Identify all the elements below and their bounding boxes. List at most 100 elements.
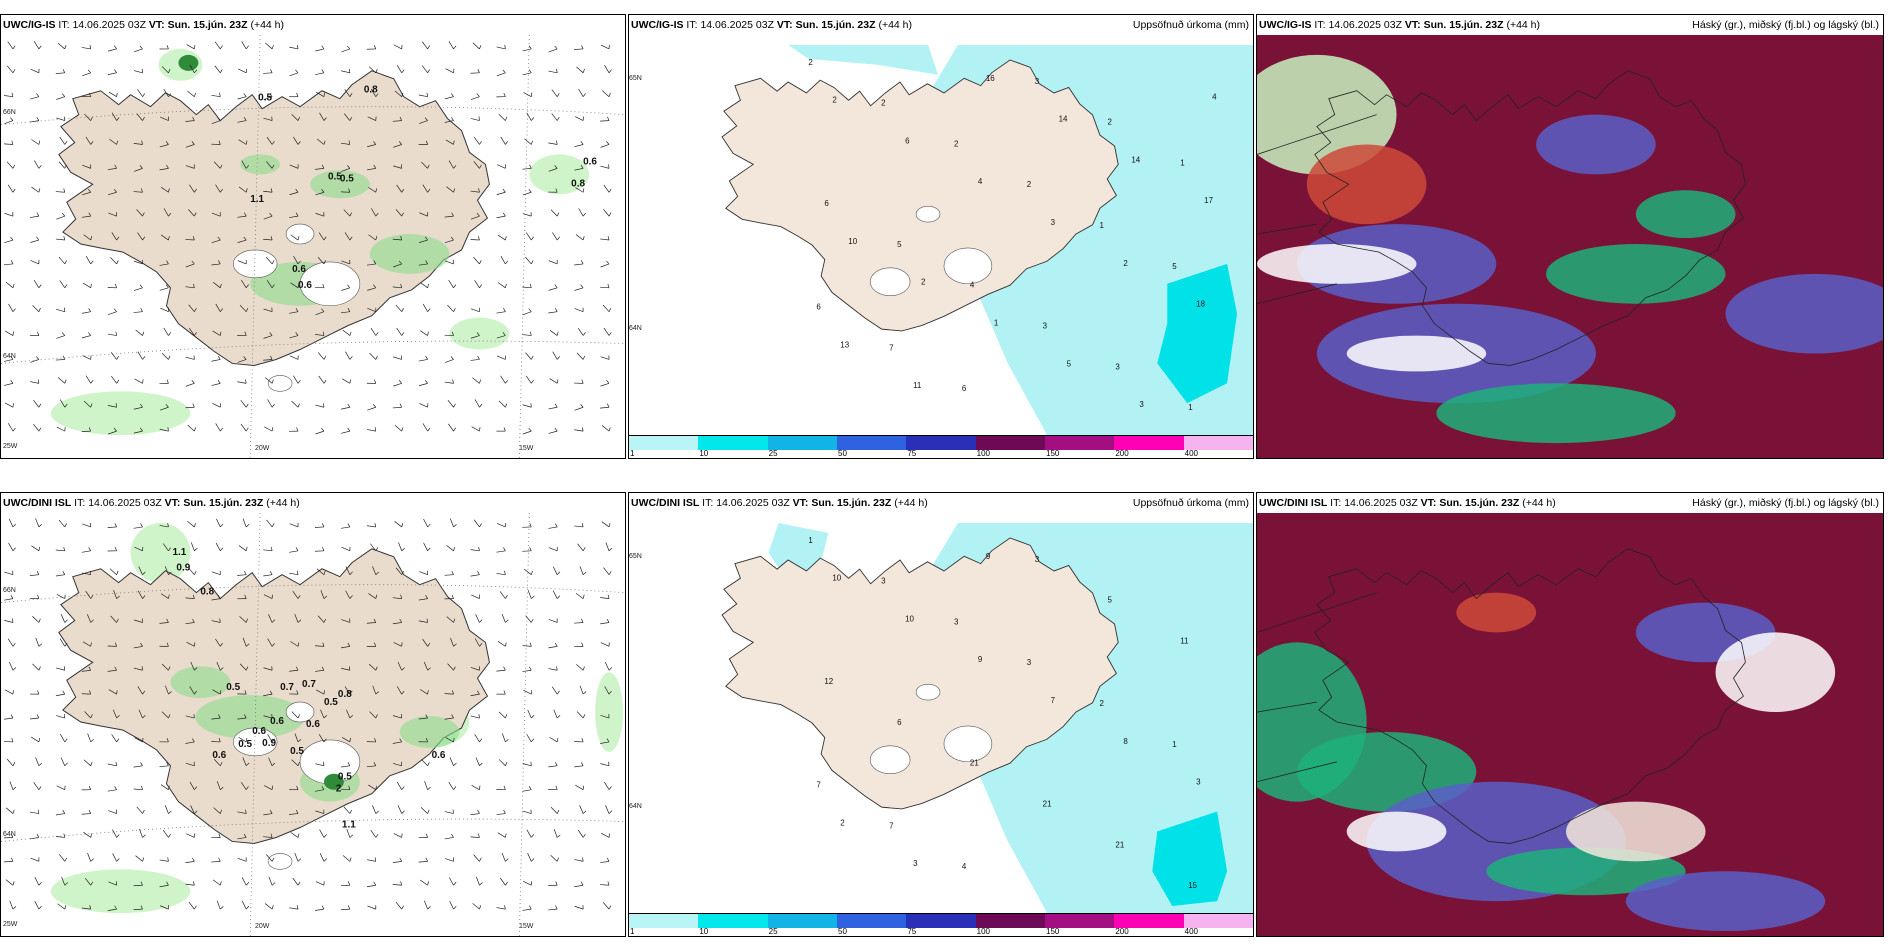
precip-value: 10: [832, 574, 841, 583]
value-label: 0.6: [252, 726, 266, 737]
iceland-landmass: [58, 70, 490, 366]
precip-value: 2: [840, 818, 845, 827]
precip-value: 11: [1180, 636, 1189, 645]
value-label: 0.6: [212, 750, 226, 761]
colorbar-label: 100: [976, 449, 991, 458]
value-label: 0.5: [338, 772, 352, 783]
colorbar-label: 100: [976, 927, 991, 936]
value-label: 0.6: [298, 280, 312, 291]
precip-value: 1: [994, 319, 999, 328]
colorbar-label: 25: [768, 927, 778, 936]
colorbar-swatch: [629, 436, 700, 450]
cloud-layers: [1257, 592, 1836, 932]
colorbar-label: 10: [699, 449, 709, 458]
panel-cloud-igis: UWC/IG-IS IT: 14.06.2025 03Z VT: Sun. 15…: [1256, 14, 1884, 459]
value-labels: 1.10.90.80.5 0.7 0.70.50.80.60.60.5 0.90.6 0…: [172, 547, 445, 831]
colorbar-swatch: [767, 914, 838, 928]
value-label: 0.8: [338, 689, 352, 700]
precip-value: 8: [1123, 737, 1128, 746]
value-label: 0.6: [306, 719, 320, 730]
lat-lon-grid: [1, 35, 625, 458]
precip-value: 7: [889, 343, 894, 352]
value-label: 0.5: [328, 171, 342, 182]
grid-label: 20W: [255, 923, 270, 930]
value-label: 0.6: [583, 156, 597, 167]
value-label: 0.6: [270, 716, 284, 727]
colorbar-swatch: [1183, 914, 1253, 928]
panel-header: UWC/IG-IS IT: 14.06.2025 03Z VT: Sun. 15…: [1257, 15, 1883, 35]
value-label: 1.1: [342, 820, 356, 831]
precip-colorbar: 1 10 25 50 75 100 150 200 400: [629, 435, 1253, 458]
colorbar-swatch: [1114, 436, 1185, 450]
value-label: 0.8: [364, 85, 378, 96]
precip-value: 4: [962, 862, 967, 871]
precip-value: 4: [1212, 93, 1217, 102]
grid-label: 66N: [3, 109, 16, 116]
precip-value: 1: [1099, 221, 1104, 230]
precip-value: 21: [1115, 840, 1124, 849]
precip-value: 3: [913, 859, 918, 868]
wind-map: 0.5 0.8 0.6 0.5 0.5 1.1 0.8 0.6 0.6 66N 64N 25W 20W…: [1, 35, 625, 458]
precip-value: 5: [897, 240, 902, 249]
precip-colorbar: 1 10 25 50 75 100 150 200 400: [629, 913, 1253, 936]
panel-title: Háský (gr.), miðský (fj.bl.) og lágský (…: [1692, 497, 1879, 509]
precip-value: 9: [978, 655, 983, 664]
precip-value: 3: [1043, 322, 1048, 331]
grid-label: 66N: [3, 587, 16, 594]
precip-map: 1 3 3 3 2 1 7 7 4 3 5 11 12 6 21 21 21 15 10 10 9 7 8 3 2 3 9 65N 6…: [629, 513, 1253, 914]
precip-value: 4: [970, 281, 975, 290]
precip-value: 2: [808, 58, 813, 67]
colorbar-swatch: [837, 914, 908, 928]
precip-value: 6: [905, 136, 910, 145]
precip-value: 3: [1035, 77, 1040, 86]
panel-title: Háský (gr.), miðský (fj.bl.) og lágský (…: [1692, 19, 1879, 31]
panel-wind-dini: UWC/DINI ISL IT: 14.06.2025 03Z VT: Sun.…: [0, 492, 626, 937]
precip-value: 3: [881, 577, 886, 586]
colorbar-label: 400: [1184, 927, 1199, 936]
colorbar-label: 75: [907, 927, 917, 936]
value-label: 1.1: [250, 194, 264, 205]
grid-label: 25W: [3, 921, 18, 928]
value-label: 0.5: [238, 739, 252, 750]
colorbar-swatch: [837, 436, 908, 450]
value-label: 0.6: [432, 750, 446, 761]
precip-values: 2222156763216543312643218131116141417102…: [808, 58, 1217, 412]
value-label: 0.6: [292, 264, 306, 275]
colorbar-swatch: [629, 914, 700, 928]
precip-value: 6: [897, 718, 902, 727]
colorbar-label: 50: [838, 449, 847, 458]
colorbar-label: 1: [630, 927, 635, 936]
precip-value: 2: [921, 278, 926, 287]
precip-value: 21: [970, 759, 979, 768]
precip-value: 2: [954, 139, 959, 148]
precip-value: 21: [1043, 800, 1052, 809]
grid-label: 64N: [629, 803, 642, 810]
grid-label: 25W: [3, 443, 18, 450]
colorbar-label: 150: [1046, 449, 1060, 458]
precip-value: 13: [840, 340, 849, 349]
colorbar-label: 10: [699, 927, 709, 936]
precip-value: 6: [824, 199, 829, 208]
precip-value: 5: [1107, 596, 1112, 605]
precip-value: 2: [1099, 699, 1104, 708]
value-label: 0.5: [226, 682, 240, 693]
grid-label: 64N: [629, 325, 642, 332]
wind-map: 1.1 0.9 0.8 0.5 0.7 0.7 0.5 0.8 0.6 0.6 0.5 0.9 0.6 0…: [1, 513, 625, 936]
colorbar-swatch: [1045, 914, 1116, 928]
region-borders: [1257, 114, 1377, 305]
iceland-landmass: [721, 59, 1119, 332]
precip-value: 15: [1188, 881, 1197, 890]
value-label: 0.7: [280, 682, 294, 693]
colorbar-label: 200: [1115, 927, 1129, 936]
colorbar-swatch: [767, 436, 838, 450]
colorbar-swatch: [906, 436, 977, 450]
cloud-map: [1257, 35, 1883, 458]
precip-value: 2: [1027, 180, 1032, 189]
precip-value: 10: [848, 237, 857, 246]
grid-label: 65N: [629, 75, 642, 82]
value-label: 0.5: [290, 746, 304, 757]
precip-value: 1: [1172, 740, 1177, 749]
panel-title: Uppsöfnuð úrkoma (mm): [1132, 19, 1249, 31]
colorbar-label: 150: [1046, 927, 1060, 936]
